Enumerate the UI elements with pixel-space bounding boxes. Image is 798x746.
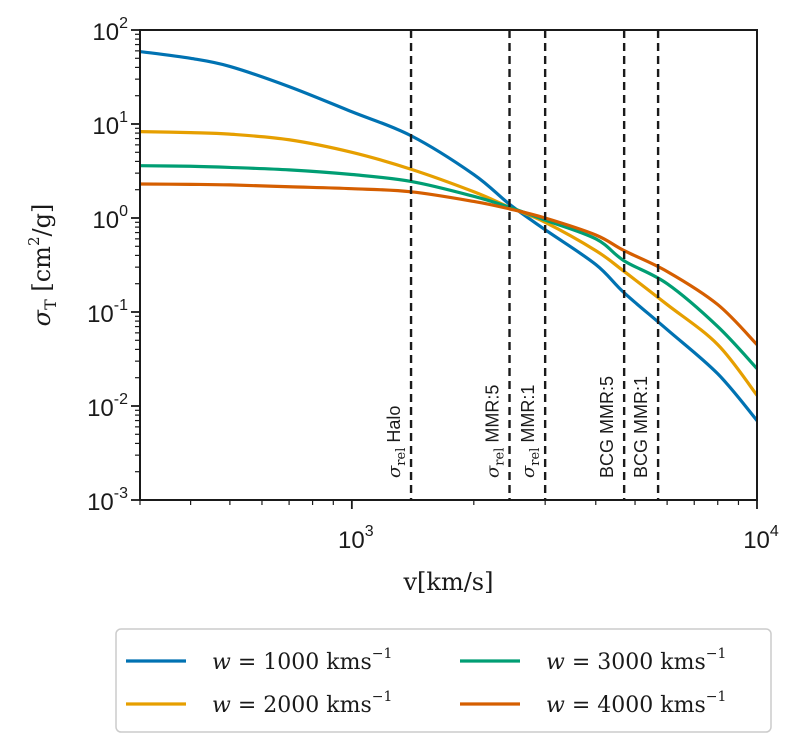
vline-label-symbol: σ	[384, 465, 405, 478]
tick-base: 10	[87, 395, 114, 422]
tick-base: 10	[92, 113, 119, 140]
legend-eq: =	[231, 693, 263, 718]
y-axis-label: σT [cm2/g]	[25, 204, 60, 327]
plot-frame	[139, 29, 758, 501]
vline-label-2: σrel MMR:5	[483, 385, 508, 478]
legend-exponent: −1	[706, 689, 727, 705]
vline-label-symbol: σ	[518, 465, 539, 478]
y-tick-label: 10-1	[87, 297, 128, 328]
series-line-4	[140, 182, 757, 347]
tick-exponent: -2	[114, 391, 128, 408]
legend-label-2: w = 2000 kms−1	[212, 689, 392, 718]
tick-base: 10	[87, 301, 114, 328]
legend-exponent: −1	[372, 646, 393, 662]
legend-var: w	[212, 693, 231, 718]
y-tick-label: 100	[92, 203, 128, 234]
ylabel-unit: [cm	[28, 246, 56, 299]
vline-label-1: σrel Halo	[384, 406, 409, 478]
vline-label-text: BCG MMR:5	[597, 376, 617, 478]
tick-base: 10	[92, 207, 119, 234]
vline-label-5: BCG MMR:1	[631, 376, 651, 478]
x-axis-label: v[km/s]	[403, 568, 494, 596]
vline-label-text: Halo	[384, 406, 404, 448]
legend-label-4: w = 4000 kms−1	[546, 689, 726, 718]
vline-label-text: MMR:1	[518, 385, 538, 448]
y-tick-label: 10-2	[87, 391, 128, 422]
ylabel-subscript: T	[41, 299, 60, 310]
tick-exponent: -1	[114, 297, 128, 314]
legend-value: 4000 kms	[597, 693, 705, 718]
legend-eq: =	[565, 693, 597, 718]
vline-label-text: MMR:5	[483, 385, 503, 448]
x-tick-label: 103	[338, 523, 374, 554]
legend-value: 1000 kms	[263, 650, 371, 675]
tick-exponent: 0	[119, 203, 128, 220]
series-line-2	[140, 130, 757, 397]
legend-label-3: w = 3000 kms−1	[546, 646, 726, 675]
vline-label-symbol: σ	[483, 465, 504, 478]
legend-value: 2000 kms	[263, 693, 371, 718]
legend-value: 3000 kms	[597, 650, 705, 675]
tick-exponent: 1	[119, 109, 128, 126]
tick-exponent: 3	[365, 523, 374, 540]
legend-eq: =	[565, 650, 597, 675]
vline-label-4: BCG MMR:5	[597, 376, 617, 478]
ylabel-unit-close: /g]	[28, 204, 56, 237]
legend-exponent: −1	[706, 646, 727, 662]
tick-exponent: -3	[114, 485, 128, 502]
vline-label-subscript: rel	[394, 448, 409, 466]
legend: w = 1000 kms−1w = 2000 kms−1w = 3000 kms…	[115, 628, 772, 733]
tick-base: 10	[92, 19, 119, 46]
vline-label-text: BCG MMR:1	[631, 376, 651, 478]
vline-label-3: σrel MMR:1	[518, 385, 543, 478]
tick-base: 10	[338, 527, 365, 554]
vline-label-subscript: rel	[528, 448, 543, 466]
ylabel-superscript: 2	[25, 237, 43, 247]
tick-base: 10	[743, 527, 770, 554]
y-tick-label: 101	[92, 109, 128, 140]
ylabel-symbol: σ	[28, 309, 56, 326]
tick-exponent: 2	[119, 15, 128, 32]
tick-base: 10	[87, 489, 114, 516]
y-tick-label: 10-3	[87, 485, 128, 516]
series-line-1	[140, 49, 757, 423]
tick-exponent: 4	[770, 523, 779, 540]
legend-var: w	[546, 650, 565, 675]
series-layer	[140, 49, 757, 423]
legend-frame	[115, 628, 772, 733]
x-tick-label: 104	[743, 523, 779, 554]
vline-label-subscript: rel	[493, 448, 508, 466]
legend-eq: =	[231, 650, 263, 675]
legend-var: w	[212, 650, 231, 675]
y-tick-label: 102	[92, 15, 128, 46]
series-line-3	[140, 164, 757, 371]
legend-label-1: w = 1000 kms−1	[212, 646, 392, 675]
legend-var: w	[546, 693, 565, 718]
legend-exponent: −1	[372, 689, 393, 705]
